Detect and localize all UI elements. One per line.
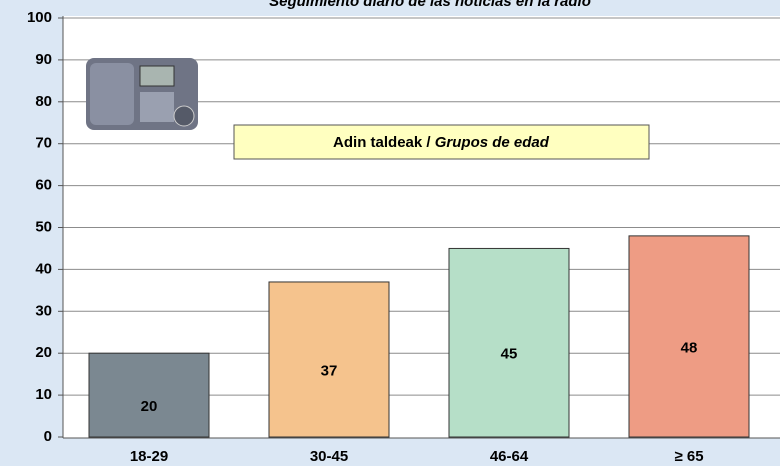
- legend-box: [233, 124, 650, 160]
- chart-title: Seguimiento diario de las noticias en la…: [269, 0, 591, 10]
- radio-display: [139, 65, 175, 87]
- y-tick-label: 40: [35, 260, 52, 277]
- legend-label: Adin taldeak / Grupos de edad: [333, 134, 550, 151]
- radio-speaker: [90, 63, 134, 125]
- data-label: 48: [681, 339, 698, 356]
- bar: [88, 352, 210, 438]
- x-tick-label: 18-29: [130, 448, 168, 465]
- y-tick-label: 0: [44, 428, 52, 445]
- bar: [628, 235, 750, 438]
- y-tick-label: 10: [35, 386, 52, 403]
- bar: [268, 281, 390, 438]
- legend-text: Grupos de edad: [435, 134, 550, 151]
- y-tick-label: 30: [35, 302, 52, 319]
- radio-keypad: [140, 92, 174, 122]
- bar: [448, 247, 570, 438]
- y-tick-label: 90: [35, 51, 52, 68]
- x-tick-label: 30-45: [310, 448, 348, 465]
- radio-icon: [86, 58, 198, 130]
- data-label: 37: [321, 362, 338, 379]
- y-tick-label: 80: [35, 93, 52, 110]
- bars: [88, 235, 750, 438]
- x-tick-label: ≥ 65: [674, 448, 703, 465]
- data-label: 45: [501, 346, 518, 363]
- y-tick-label: 50: [35, 218, 52, 235]
- y-tick-label: 20: [35, 344, 52, 361]
- data-label: 20: [141, 398, 158, 415]
- y-tick-label: 100: [27, 9, 52, 26]
- y-tick-label: 70: [35, 135, 52, 152]
- radio-knob: [173, 105, 195, 127]
- x-tick-label: 46-64: [490, 448, 529, 465]
- legend-text: Adin taldeak /: [333, 134, 431, 151]
- y-tick-label: 60: [35, 177, 52, 194]
